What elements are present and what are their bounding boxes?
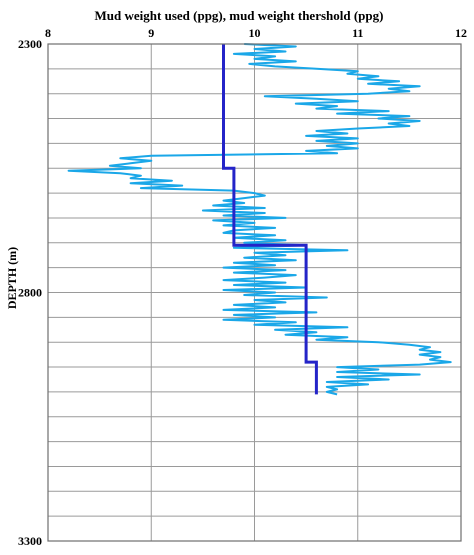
x-tick-label: 9 <box>148 26 154 40</box>
y-tick-label: 2800 <box>18 286 42 300</box>
series-line-threshold <box>67 43 452 396</box>
frame-layer <box>47 43 462 542</box>
y-tick-label: 3300 <box>18 534 42 548</box>
x-tick-label: 12 <box>455 26 467 40</box>
plot-frame <box>47 43 462 542</box>
x-tick-label: 11 <box>352 26 363 40</box>
chart-title: Mud weight used (ppg), mud weight thersh… <box>95 8 384 23</box>
x-tick-label: 10 <box>249 26 261 40</box>
y-tick-label: 2300 <box>18 37 42 51</box>
x-tick-label: 8 <box>45 26 51 40</box>
y-axis-label: DEPTH (m) <box>5 247 19 309</box>
label-layer: Mud weight used (ppg), mud weight thersh… <box>5 8 467 548</box>
grid-layer <box>48 44 461 541</box>
series-line-mud-weight-used <box>222 44 318 395</box>
series-layer <box>67 43 452 396</box>
